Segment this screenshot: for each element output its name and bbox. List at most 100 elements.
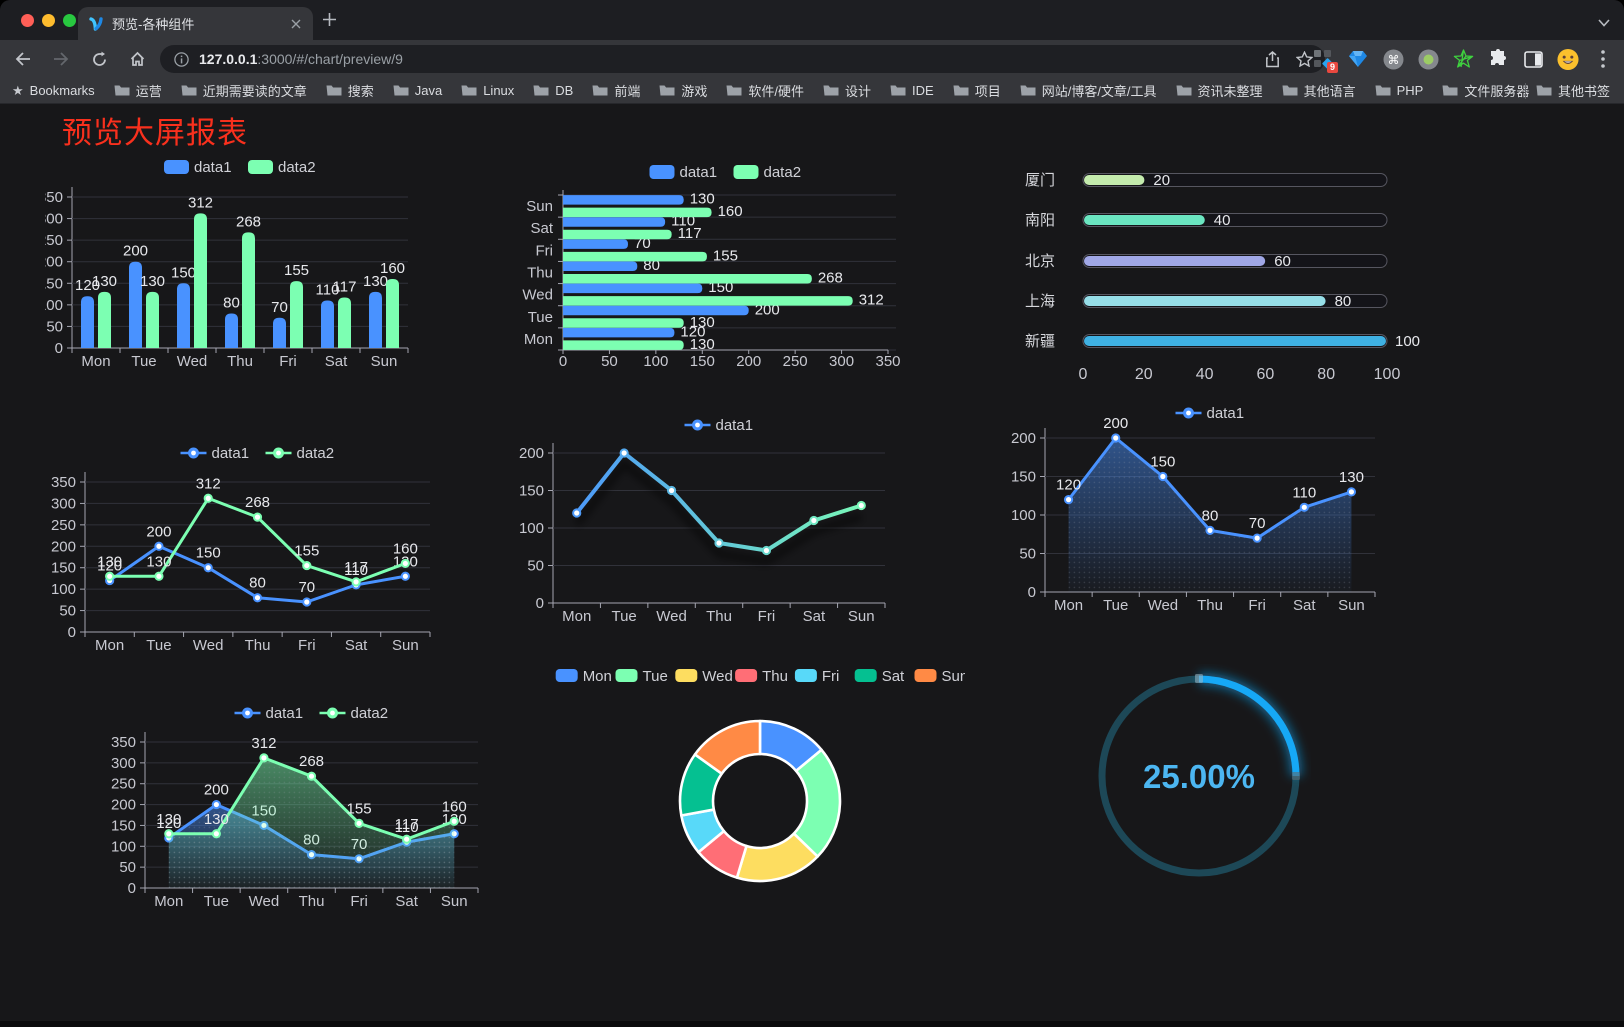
legend-item[interactable]: Fri [794,668,840,685]
bookmarks-overflow-chevron[interactable]: » [1506,82,1515,99]
svg-text:25.00%: 25.00% [1143,758,1255,795]
legend-item[interactable]: data2 [248,159,316,176]
legend-item[interactable]: data2 [319,705,389,722]
svg-text:Thu: Thu [1197,597,1223,613]
bookmark-folder[interactable]: 网站/博客/文章/工具 [1020,81,1157,100]
legend-item[interactable]: data1 [684,417,754,434]
bookmark-folder[interactable]: 项目 [953,81,1001,100]
bookmark-folder[interactable]: 运营 [114,81,162,100]
svg-text:Thu: Thu [762,668,788,685]
folder-icon [823,85,839,96]
svg-text:300: 300 [45,211,63,228]
bookmark-folder[interactable]: 搜索 [326,81,374,100]
legend-item[interactable]: data1 [649,164,718,181]
svg-text:data2: data2 [278,159,316,176]
chart-city-progress: 厦门 20 南阳 40 北京 60 上海 80 新疆 100 0 20 40 60 80 100 [1025,172,1420,383]
site-info-icon[interactable] [174,51,189,67]
window-minimize-button[interactable] [42,14,55,27]
url-bar[interactable]: 127.0.0.1:3000/#/chart/preview/9 [160,45,1325,73]
bookmark-folder[interactable]: Java [393,83,442,98]
browser-menu-icon[interactable] [1592,48,1614,70]
share-icon[interactable] [1265,50,1280,68]
svg-text:Fri: Fri [536,242,554,259]
chart-grouped-bar: data1 data2 0 50 100 150 200 250 300 350 Mon Tue Wed… [45,159,409,368]
extension-green-star-icon[interactable] [1452,48,1474,70]
bookmarks-manager-item[interactable]: ★ Bookmarks [12,82,95,99]
bookmark-folder[interactable]: DB [533,83,573,98]
profile-avatar[interactable] [1557,48,1579,70]
chart-grouped-bar-horizontal: data1 data2 0 50 100 150 200 250 300 350 Mon Tue Wed… [522,164,900,370]
legend-item[interactable]: Sat [854,668,905,685]
legend: data1 [684,417,754,434]
bookmark-folder[interactable]: 软件/硬件 [726,81,804,100]
svg-text:70: 70 [1249,515,1266,532]
svg-text:80: 80 [1202,507,1219,524]
bookmark-star-icon[interactable] [1296,51,1313,67]
svg-text:80: 80 [249,575,266,592]
side-panel-icon[interactable] [1522,48,1544,70]
tab-favicon [89,16,103,31]
chart-week-donut: Mon Tue Wed Thu Fri Sat Sun [555,668,966,883]
svg-text:100: 100 [643,353,668,370]
bookmark-folder[interactable]: Linux [461,83,514,98]
bookmark-folder[interactable]: 游戏 [659,81,707,100]
folder-icon [393,85,409,96]
window-close-button[interactable] [21,14,34,27]
svg-text:200: 200 [111,797,136,814]
bookmark-folder[interactable]: IDE [890,83,934,98]
svg-text:130: 130 [146,553,171,570]
bookmark-folder[interactable]: 前端 [592,81,640,100]
home-button[interactable] [122,44,152,74]
progress-row: 上海 80 [1025,293,1388,310]
svg-text:130: 130 [204,811,229,828]
chart-percent-gauge: 25.00% [1098,672,1303,877]
legend-item[interactable]: data1 [234,705,304,722]
legend-item[interactable]: data2 [733,164,802,181]
legend-item[interactable]: data1 [1175,405,1245,422]
reload-button[interactable] [84,44,114,74]
extension-green-dot-icon[interactable] [1417,48,1439,70]
new-tab-button[interactable] [322,12,337,32]
svg-text:Fri: Fri [1248,597,1266,613]
svg-text:Wed: Wed [1148,597,1179,613]
back-button[interactable] [8,44,38,74]
bookmark-folder[interactable]: 近期需要读的文章 [181,81,307,100]
folder-icon [726,85,742,96]
extension-proxy-icon[interactable]: 9 [1312,48,1338,73]
bookmark-folder[interactable]: PHP [1375,83,1423,98]
folder-icon [533,85,549,96]
legend-item[interactable]: data2 [265,445,335,462]
legend-item[interactable]: Thu [735,668,788,685]
bookmark-folder[interactable]: 设计 [823,81,871,100]
tab-search-chevron-icon[interactable] [1598,14,1610,32]
bookmark-folder[interactable]: 资讯未整理 [1176,81,1263,100]
extensions-puzzle-icon[interactable] [1487,48,1509,70]
legend-item[interactable]: data1 [180,445,250,462]
legend-item[interactable]: Mon [555,668,612,685]
window-fullscreen-button[interactable] [63,14,76,27]
extension-gem-icon[interactable] [1347,48,1369,70]
svg-text:300: 300 [51,495,76,512]
browser-tab[interactable]: 预览-各种组件 [78,7,313,40]
legend-item[interactable]: Sun [914,668,966,685]
svg-text:200: 200 [123,243,148,260]
svg-text:40: 40 [1196,366,1214,383]
forward-button[interactable] [46,44,76,74]
legend-item[interactable]: Tue [615,668,668,685]
legend-item[interactable]: data1 [164,159,232,176]
legend-item[interactable]: Wed [675,668,733,685]
progress-row: 南阳 40 [1025,212,1388,229]
tab-close-icon[interactable] [289,16,303,32]
svg-text:100: 100 [519,520,544,537]
svg-text:data1: data1 [194,159,232,176]
svg-text:Thu: Thu [227,353,253,368]
svg-text:130: 130 [156,811,181,828]
bookmark-folder[interactable]: 其他语言 [1282,81,1356,100]
other-bookmarks-folder[interactable]: 其他书签 [1536,81,1610,100]
extension-command-icon[interactable]: ⌘ [1382,48,1404,70]
bookmark-folder[interactable]: 文件服务器 [1442,81,1529,100]
svg-text:150: 150 [1011,469,1036,486]
folder-icon [1176,85,1192,96]
svg-text:南阳: 南阳 [1025,212,1055,229]
svg-text:Sat: Sat [803,608,826,625]
